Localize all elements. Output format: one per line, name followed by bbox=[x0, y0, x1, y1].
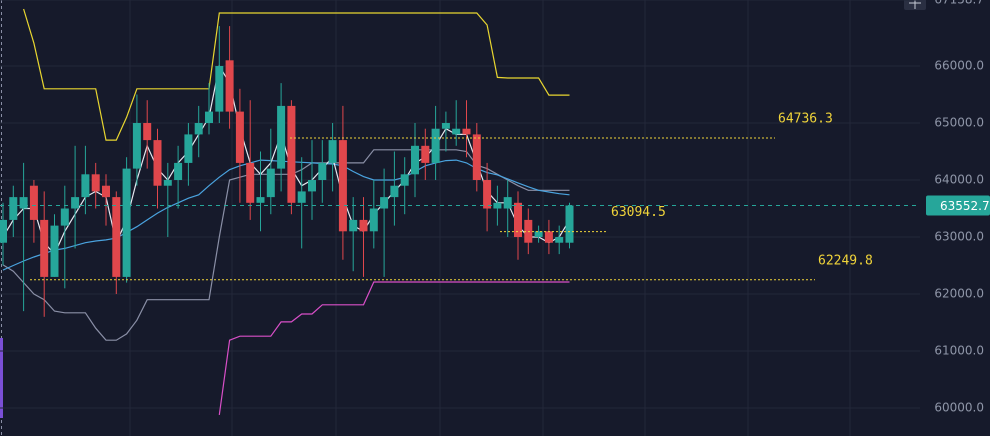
last-price-badge bbox=[926, 195, 990, 216]
y-tick-label: 64000.0 bbox=[934, 173, 984, 187]
candle-body bbox=[431, 128, 440, 163]
candle-body bbox=[256, 197, 265, 203]
last-price-label: 63552.7 bbox=[940, 199, 990, 213]
indicator-line bbox=[23, 8, 570, 141]
candle-body bbox=[132, 123, 141, 169]
candle-body bbox=[277, 105, 286, 169]
candle-body bbox=[60, 208, 69, 226]
candle-body bbox=[246, 162, 255, 203]
candle-body bbox=[19, 197, 28, 209]
candle-body bbox=[112, 197, 121, 277]
candle-body bbox=[544, 231, 553, 243]
candle-body bbox=[555, 237, 564, 243]
candle-body bbox=[143, 123, 152, 141]
candle-body bbox=[349, 219, 358, 232]
candle-body bbox=[318, 162, 327, 181]
candle-body bbox=[534, 231, 543, 238]
candle-body bbox=[266, 168, 275, 198]
candle-body bbox=[153, 140, 162, 186]
price-level-label: 63094.5 bbox=[611, 205, 666, 220]
candle-body bbox=[411, 145, 419, 175]
price-level-label: 64736.3 bbox=[778, 112, 833, 127]
y-tick-label: 61000.0 bbox=[934, 344, 984, 358]
candle-body bbox=[9, 197, 18, 220]
candle-body bbox=[194, 123, 203, 135]
candle-body bbox=[452, 128, 461, 135]
candle-body bbox=[174, 162, 183, 181]
candle-body bbox=[287, 105, 296, 203]
candle-body bbox=[225, 60, 234, 112]
indicator-line bbox=[218, 281, 570, 415]
candle-body bbox=[184, 134, 193, 163]
candle-body bbox=[514, 202, 522, 238]
candle-body bbox=[40, 219, 49, 277]
side-marker bbox=[0, 338, 3, 418]
candle-body bbox=[0, 219, 7, 243]
candle-body bbox=[308, 180, 316, 192]
candle-body bbox=[359, 219, 368, 232]
candle-body bbox=[29, 185, 38, 220]
candle-body bbox=[462, 128, 471, 135]
candle-body bbox=[400, 174, 409, 186]
y-tick-label: 65000.0 bbox=[934, 116, 984, 130]
candle-body bbox=[297, 191, 306, 203]
candle-body bbox=[122, 168, 131, 277]
candle-body bbox=[163, 180, 172, 186]
candle-body bbox=[205, 111, 213, 124]
y-tick-label: 63000.0 bbox=[934, 230, 984, 244]
candle-body bbox=[441, 123, 450, 129]
plus-icon bbox=[909, 0, 921, 9]
price-level-label: 62249.8 bbox=[818, 253, 873, 268]
candle-body bbox=[102, 185, 110, 198]
y-tick-label: 67158.7 bbox=[934, 0, 984, 7]
candle-body bbox=[483, 180, 492, 209]
candle-body bbox=[91, 174, 100, 192]
candle-body bbox=[503, 197, 512, 209]
y-tick-label: 62000.0 bbox=[934, 287, 984, 301]
candle-body bbox=[235, 111, 244, 163]
candle-body bbox=[565, 205, 574, 243]
candle-body bbox=[390, 185, 399, 198]
candle-body bbox=[328, 140, 337, 163]
y-tick-label: 60000.0 bbox=[934, 401, 984, 415]
candle-body bbox=[472, 134, 481, 181]
candle-body bbox=[380, 197, 389, 209]
candle-body bbox=[81, 174, 90, 198]
y-tick-label: 66000.0 bbox=[934, 59, 984, 73]
candle-body bbox=[421, 145, 430, 163]
candle-body bbox=[369, 208, 378, 232]
candle-body bbox=[71, 197, 80, 209]
candle-body bbox=[50, 225, 59, 277]
candle-body bbox=[338, 140, 347, 232]
candle-body bbox=[215, 66, 224, 112]
